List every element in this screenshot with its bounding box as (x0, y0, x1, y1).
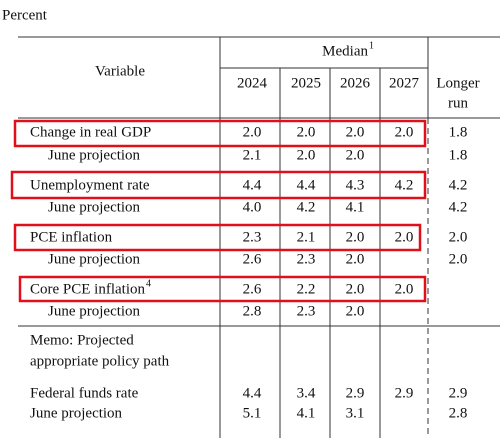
cell: 2.0 (243, 124, 262, 140)
cell: 2.0 (346, 251, 365, 267)
footnote-mark: 4 (146, 278, 151, 289)
cell: 2.0 (449, 229, 468, 245)
row-label: appropriate policy path (30, 353, 170, 369)
cell: 4.2 (449, 199, 468, 215)
row-label: Change in real GDP (30, 124, 151, 140)
cell: 4.4 (243, 385, 262, 401)
row-label: June projection (48, 199, 141, 215)
column-header: 2026 (340, 75, 371, 91)
column-header: Variable (95, 63, 145, 79)
cell: 2.9 (346, 385, 365, 401)
row-label: June projection (48, 147, 141, 163)
cell: 3.4 (297, 385, 316, 401)
cell: 4.3 (346, 177, 365, 193)
cell: 4.0 (243, 199, 262, 215)
column-header: 2025 (291, 75, 321, 91)
cell: 1.8 (449, 124, 468, 140)
row-label: June projection (30, 405, 123, 421)
highlight-box (13, 119, 427, 148)
cell: 4.2 (297, 199, 316, 215)
column-header: Median (322, 43, 368, 59)
cell: 2.2 (297, 281, 316, 297)
cell: 4.2 (449, 177, 468, 193)
cell: 4.4 (297, 177, 316, 193)
footnote-mark: 1 (369, 40, 374, 51)
cell: 4.1 (297, 405, 316, 421)
cell: 4.1 (346, 199, 365, 215)
cell: 2.9 (395, 385, 414, 401)
cell: 2.0 (346, 281, 365, 297)
column-header: 2024 (237, 75, 268, 91)
cell: 2.0 (297, 147, 316, 163)
unit: Percent (2, 7, 48, 23)
cell: 2.8 (243, 303, 262, 319)
highlight-box (13, 223, 422, 252)
column-header: 2027 (389, 75, 420, 91)
row-label: Memo: Projected (30, 332, 134, 348)
cell: 2.0 (346, 124, 365, 140)
row-label: June projection (48, 251, 141, 267)
cell: 2.0 (346, 303, 365, 319)
cell: 2.3 (243, 229, 262, 245)
row-label: Core PCE inflation (30, 281, 145, 297)
cell: 1.8 (449, 147, 468, 163)
cell: 2.6 (243, 251, 262, 267)
cell: 2.0 (449, 251, 468, 267)
cell: 2.0 (395, 124, 414, 140)
row-label: Unemployment rate (30, 177, 150, 193)
cell: 2.8 (449, 405, 468, 421)
highlights (10, 119, 427, 303)
cell: 2.0 (346, 229, 365, 245)
cell: 2.9 (449, 385, 468, 401)
highlight-box (18, 275, 427, 303)
cell: 2.1 (243, 147, 262, 163)
column-header: run (448, 95, 468, 111)
cell: 5.1 (243, 405, 262, 421)
cell: 2.3 (297, 303, 316, 319)
column-header: Longer (436, 75, 479, 91)
cell: 2.0 (297, 124, 316, 140)
cell: 2.0 (395, 281, 414, 297)
cell: 2.0 (346, 147, 365, 163)
cell: 4.2 (395, 177, 414, 193)
cell: 4.4 (243, 177, 262, 193)
row-label: Federal funds rate (30, 385, 139, 401)
highlight-box (10, 170, 427, 200)
rules (18, 36, 500, 438)
row-label: June projection (48, 303, 141, 319)
cell: 2.6 (243, 281, 262, 297)
cell: 2.1 (297, 229, 316, 245)
cell: 2.3 (297, 251, 316, 267)
cell: 3.1 (346, 405, 365, 421)
cell: 2.0 (395, 229, 414, 245)
row-label: PCE inflation (30, 229, 113, 245)
